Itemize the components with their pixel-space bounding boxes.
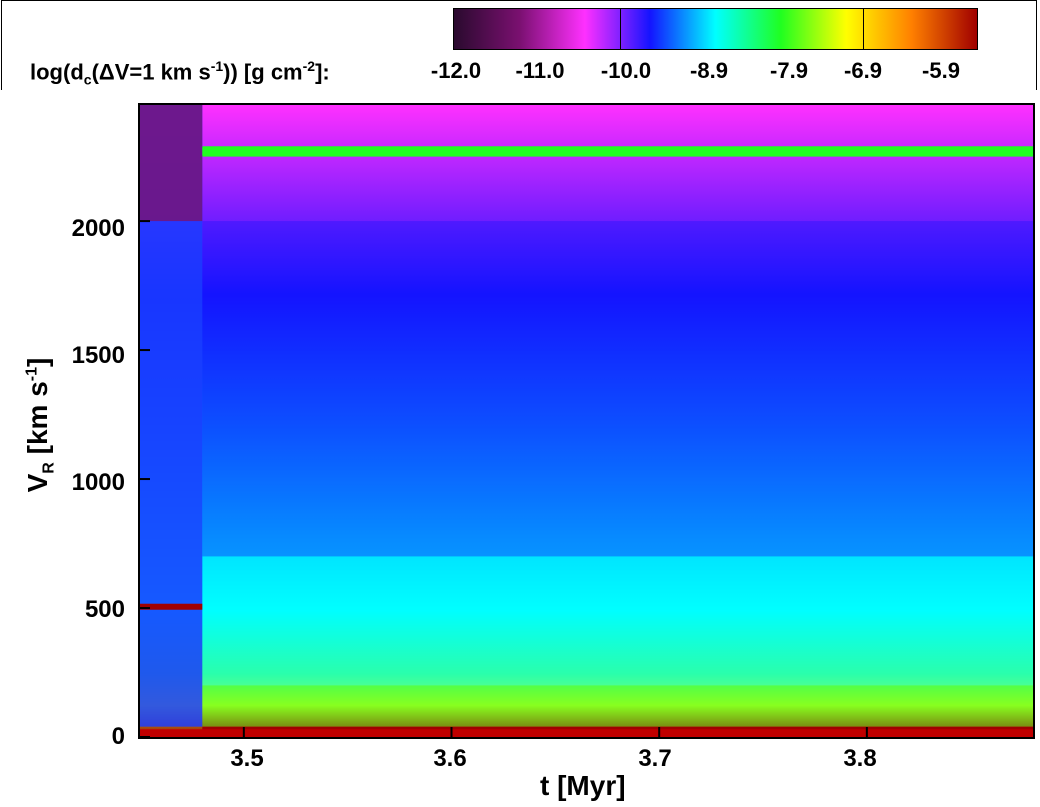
y-tick-label: 1500 bbox=[71, 342, 125, 369]
colorbar-value: -6.9 bbox=[844, 58, 882, 83]
heatmap-band bbox=[202, 685, 1033, 727]
heatmap-band bbox=[202, 221, 1033, 351]
heatmap-band bbox=[202, 556, 1033, 686]
x-tick-label: 3.6 bbox=[433, 745, 467, 772]
x-axis-label: t [Myr] bbox=[540, 770, 626, 801]
x-tick-label: 3.5 bbox=[230, 745, 264, 772]
colorbar bbox=[453, 8, 978, 50]
colorbar-value: -10.0 bbox=[600, 58, 652, 83]
heatmap-feature bbox=[202, 147, 1033, 156]
bottom-strip bbox=[140, 729, 1033, 737]
heatmap-feature bbox=[140, 603, 203, 610]
heatmap bbox=[140, 105, 1033, 737]
plot-area bbox=[138, 103, 1035, 739]
x-tick-label: 3.8 bbox=[843, 745, 877, 772]
early-time-top bbox=[140, 105, 203, 222]
colorbar-value: -12.0 bbox=[430, 58, 482, 83]
colorbar-value: -8.9 bbox=[690, 58, 728, 83]
y-axis-label: VR [km s-1] bbox=[22, 357, 58, 493]
heatmap-band bbox=[202, 350, 1033, 557]
colorbar-label: log(dc(ΔV=1 km s-1)) [g cm-2]: bbox=[30, 58, 330, 88]
y-tick-label: 0 bbox=[111, 723, 125, 750]
colorbar-tick bbox=[863, 9, 864, 49]
x-tick-label: 3.7 bbox=[638, 745, 672, 772]
colorbar-value: -5.9 bbox=[922, 58, 960, 83]
colorbar-value: -11.0 bbox=[515, 58, 565, 83]
colorbar-value: -7.9 bbox=[770, 58, 808, 83]
y-tick-label: 1000 bbox=[71, 469, 125, 496]
y-tick-label: 500 bbox=[84, 596, 125, 623]
heatmap-background bbox=[140, 105, 1033, 737]
y-tick-label: 2000 bbox=[71, 215, 125, 242]
colorbar-tick bbox=[620, 9, 621, 49]
